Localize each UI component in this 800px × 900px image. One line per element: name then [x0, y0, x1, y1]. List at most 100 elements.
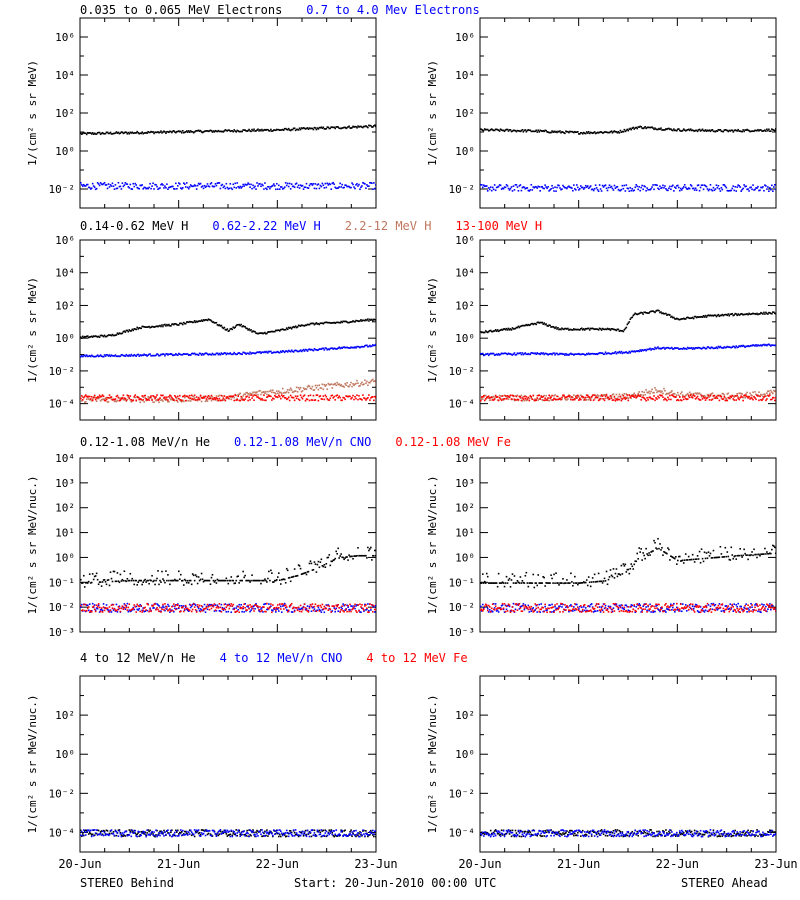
data-point — [707, 346, 710, 348]
data-point — [494, 394, 497, 397]
data-point — [550, 131, 552, 134]
data-point — [372, 188, 374, 191]
data-point — [640, 350, 642, 353]
data-point — [373, 604, 375, 607]
data-point — [748, 312, 750, 315]
data-point — [133, 185, 136, 188]
data-point — [218, 579, 221, 582]
data-point — [130, 188, 133, 190]
data-point — [202, 131, 205, 133]
data-point — [108, 354, 111, 356]
data-point — [145, 354, 147, 356]
data-point — [281, 188, 284, 190]
data-point — [752, 391, 754, 394]
data-point — [108, 397, 111, 399]
data-point — [339, 347, 341, 350]
data-point — [558, 184, 560, 187]
data-point — [363, 554, 365, 557]
data-point — [268, 570, 270, 573]
data-point — [644, 311, 646, 314]
data-point — [375, 125, 376, 128]
data-point — [582, 581, 585, 583]
data-point — [684, 347, 687, 350]
data-point — [270, 395, 272, 398]
data-point — [748, 396, 750, 398]
data-point — [594, 328, 597, 330]
data-point — [712, 394, 715, 397]
data-point — [240, 606, 242, 609]
data-point — [696, 184, 699, 187]
data-point — [259, 610, 261, 613]
data-point — [515, 395, 518, 398]
data-point — [562, 184, 564, 187]
data-point — [255, 188, 257, 190]
data-point — [516, 186, 519, 188]
data-point — [305, 573, 308, 576]
data-point — [739, 186, 741, 188]
data-point — [198, 320, 201, 322]
data-point — [83, 395, 86, 398]
data-point — [558, 584, 560, 586]
data-point — [365, 604, 367, 606]
data-point — [114, 580, 117, 583]
data-point — [335, 394, 338, 397]
data-point — [299, 128, 302, 131]
data-point — [497, 353, 500, 355]
data-point — [720, 130, 723, 132]
data-point — [734, 312, 737, 315]
data-point — [288, 350, 291, 353]
data-point — [573, 582, 575, 584]
data-point — [339, 127, 341, 130]
data-point — [114, 354, 117, 356]
data-point — [769, 392, 771, 395]
data-point — [192, 396, 195, 398]
data-point — [600, 395, 603, 397]
data-point — [637, 188, 640, 191]
data-point — [205, 606, 208, 609]
data-point — [361, 399, 363, 401]
data-point — [128, 132, 131, 135]
data-point — [513, 398, 516, 401]
data-point — [285, 606, 288, 608]
data-point — [192, 321, 195, 324]
data-point — [578, 352, 580, 355]
data-point — [310, 562, 313, 565]
data-point — [116, 572, 119, 574]
data-point — [738, 392, 740, 395]
data-point — [599, 580, 602, 583]
data-point — [524, 129, 527, 131]
data-point — [146, 326, 148, 328]
data-point — [530, 351, 533, 354]
data-point — [573, 394, 575, 396]
data-point — [261, 128, 263, 131]
data-point — [498, 130, 501, 132]
data-point — [203, 603, 206, 606]
data-point — [161, 608, 163, 611]
data-point — [282, 395, 285, 397]
data-point — [244, 574, 246, 577]
data-point — [195, 575, 198, 578]
data-point — [320, 558, 323, 561]
data-point — [345, 556, 347, 558]
data-point — [681, 348, 684, 350]
data-point — [219, 399, 222, 402]
data-point — [336, 605, 339, 608]
data-point — [281, 387, 284, 390]
data-point — [519, 397, 522, 399]
data-point — [733, 314, 736, 316]
data-point — [500, 399, 503, 402]
data-point — [226, 328, 229, 330]
data-point — [168, 400, 170, 403]
data-point — [650, 390, 652, 393]
data-point — [374, 611, 376, 613]
data-point — [286, 609, 289, 612]
y-axis-label: 1/(cm² s sr MeV) — [426, 277, 439, 383]
data-point — [266, 332, 268, 335]
data-point — [144, 578, 146, 581]
data-point — [221, 395, 224, 397]
data-point — [301, 397, 304, 400]
data-point — [569, 582, 571, 584]
data-point — [151, 325, 153, 328]
data-point — [720, 186, 723, 189]
data-point — [680, 318, 683, 320]
